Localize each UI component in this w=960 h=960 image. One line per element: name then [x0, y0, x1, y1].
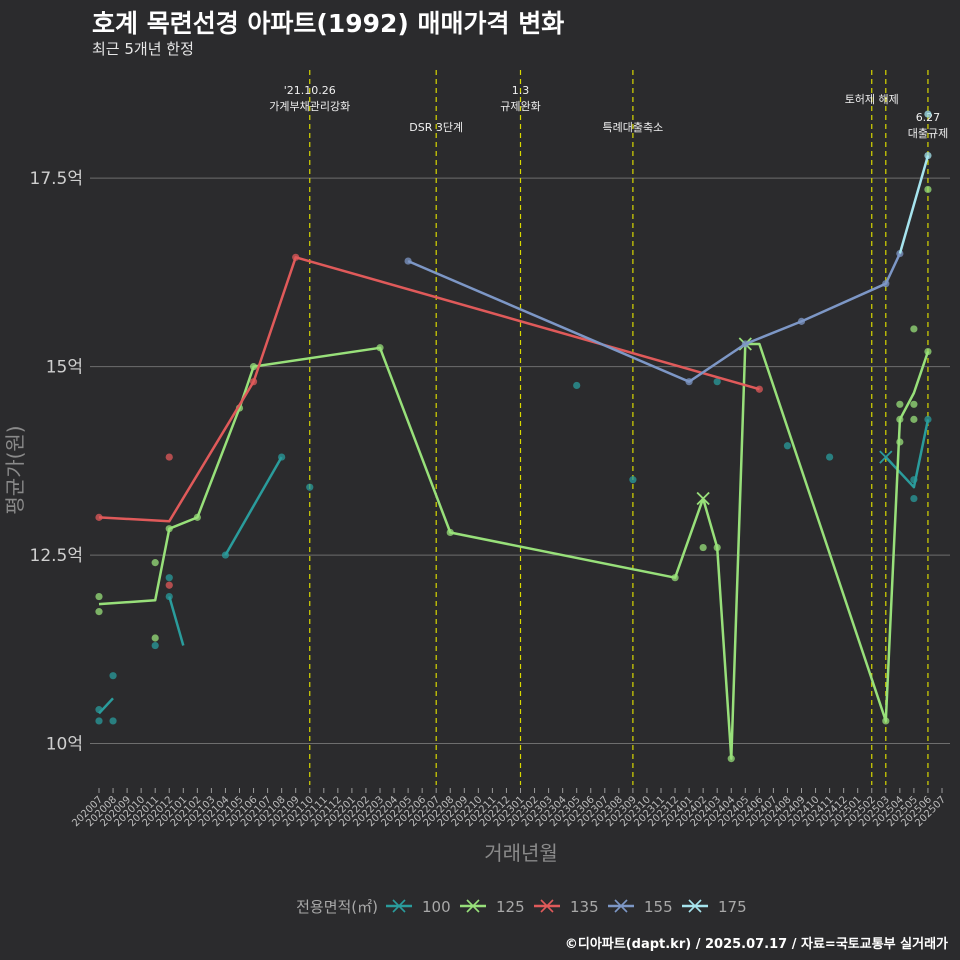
data-point-100 — [573, 381, 581, 390]
event-annotation: 토허제 해제 — [845, 92, 899, 106]
data-point-135 — [165, 453, 173, 461]
data-point-125 — [910, 400, 918, 408]
data-point-100 — [165, 574, 173, 582]
event-annotation: '21.10.26 — [284, 84, 336, 97]
cross-marker-125 — [696, 491, 710, 506]
data-point-155 — [404, 257, 412, 265]
data-point-100 — [278, 453, 286, 461]
data-point-175 — [924, 151, 932, 160]
data-point-125 — [924, 347, 932, 356]
legend-marker-125 — [466, 899, 480, 913]
data-point-100 — [151, 641, 159, 650]
data-point-125 — [446, 528, 454, 537]
legend-marker-175 — [688, 899, 702, 913]
data-point-100 — [165, 592, 173, 601]
event-annotation: 1.3 — [512, 84, 530, 97]
series-line-100 — [168, 596, 185, 646]
data-point-155 — [741, 340, 749, 348]
data-point-100 — [910, 494, 918, 503]
data-point-100 — [910, 476, 918, 484]
data-point-125 — [95, 592, 103, 601]
y-tick-label: 12.5억 — [30, 546, 84, 566]
data-point-125 — [896, 400, 904, 408]
y-tick-label: 15억 — [46, 358, 83, 378]
data-point-125 — [910, 325, 918, 333]
event-annotation: 대출규제 — [908, 127, 948, 140]
data-point-125 — [193, 513, 201, 521]
x-axis-label: 거래년월 — [484, 841, 558, 865]
data-point-100 — [221, 551, 230, 559]
data-point-135 — [165, 581, 173, 589]
data-point-100 — [95, 706, 103, 714]
data-point-135 — [249, 378, 258, 386]
data-point-135 — [755, 385, 763, 393]
legend-label-100: 100 — [422, 898, 451, 916]
y-axis-label: 평균가(원) — [3, 425, 27, 514]
data-point-100 — [306, 483, 314, 491]
series-layer — [95, 110, 932, 763]
y-tick-label: 17.5억 — [30, 169, 84, 189]
data-point-155 — [797, 317, 806, 325]
data-point-100 — [826, 453, 834, 461]
chart-title: 호계 목련선경 아파트(1992) 매매가격 변화 — [92, 9, 565, 38]
data-point-125 — [882, 717, 890, 725]
data-point-125 — [165, 525, 173, 533]
legend-marker-100 — [392, 899, 406, 913]
data-point-125 — [910, 415, 918, 423]
event-annotation: 규제완화 — [500, 100, 540, 113]
data-point-125 — [376, 344, 384, 352]
data-point-100 — [95, 717, 103, 725]
data-point-125 — [95, 608, 103, 616]
series-line-155 — [407, 252, 902, 383]
data-point-135 — [292, 253, 300, 261]
chart-subtitle: 최근 5개년 한정 — [92, 40, 194, 58]
event-annotation: DSR 3단계 — [409, 121, 463, 134]
legend-label-125: 125 — [496, 898, 525, 916]
legend-label-155: 155 — [644, 898, 673, 916]
data-point-155 — [882, 280, 890, 288]
data-point-100 — [713, 378, 721, 386]
legend: 전용면적(㎡) 100 125 135 155 175 — [296, 898, 747, 916]
series-line-100 — [224, 456, 283, 556]
legend-title: 전용면적(㎡) — [296, 898, 378, 916]
y-tick-label: 10억 — [46, 735, 83, 755]
y-axis-ticks: 10억 12.5억 15억 17.5억 — [30, 169, 84, 754]
data-point-125 — [151, 634, 159, 642]
data-point-125 — [924, 185, 932, 194]
data-point-125 — [249, 363, 258, 371]
series-line-100 — [884, 419, 930, 489]
legend-marker-155 — [614, 899, 628, 913]
series-line-175 — [898, 155, 930, 254]
data-point-125 — [896, 415, 904, 423]
cross-marker-100 — [879, 450, 893, 464]
data-point-125 — [727, 755, 735, 763]
data-point-100 — [629, 476, 637, 484]
data-point-100 — [783, 442, 792, 450]
data-point-125 — [671, 574, 679, 582]
x-axis-ticks: 2020072020082020092020102020112020122021… — [70, 788, 948, 829]
series-line-125 — [98, 342, 930, 760]
data-point-100 — [109, 672, 117, 680]
data-point-175 — [924, 110, 932, 118]
event-annotation: 가계부채관리강화 — [269, 100, 350, 113]
data-point-125 — [713, 543, 721, 552]
data-point-135 — [95, 513, 103, 521]
data-point-125 — [151, 559, 159, 567]
data-point-100 — [924, 415, 932, 423]
event-lines — [309, 70, 929, 785]
series-line-135 — [98, 256, 760, 523]
legend-label-135: 135 — [570, 898, 599, 916]
data-point-125 — [896, 438, 904, 446]
data-point-100 — [109, 717, 117, 725]
data-point-155 — [685, 378, 693, 386]
legend-marker-135 — [540, 899, 554, 913]
data-point-125 — [699, 543, 707, 552]
event-annotation: 특례대출축소 — [603, 121, 664, 134]
legend-label-175: 175 — [718, 898, 747, 916]
credit-text: ©디아파트(dapt.kr) / 2025.07.17 / 자료=국토교통부 실… — [564, 937, 948, 952]
grid-lines — [90, 177, 950, 745]
